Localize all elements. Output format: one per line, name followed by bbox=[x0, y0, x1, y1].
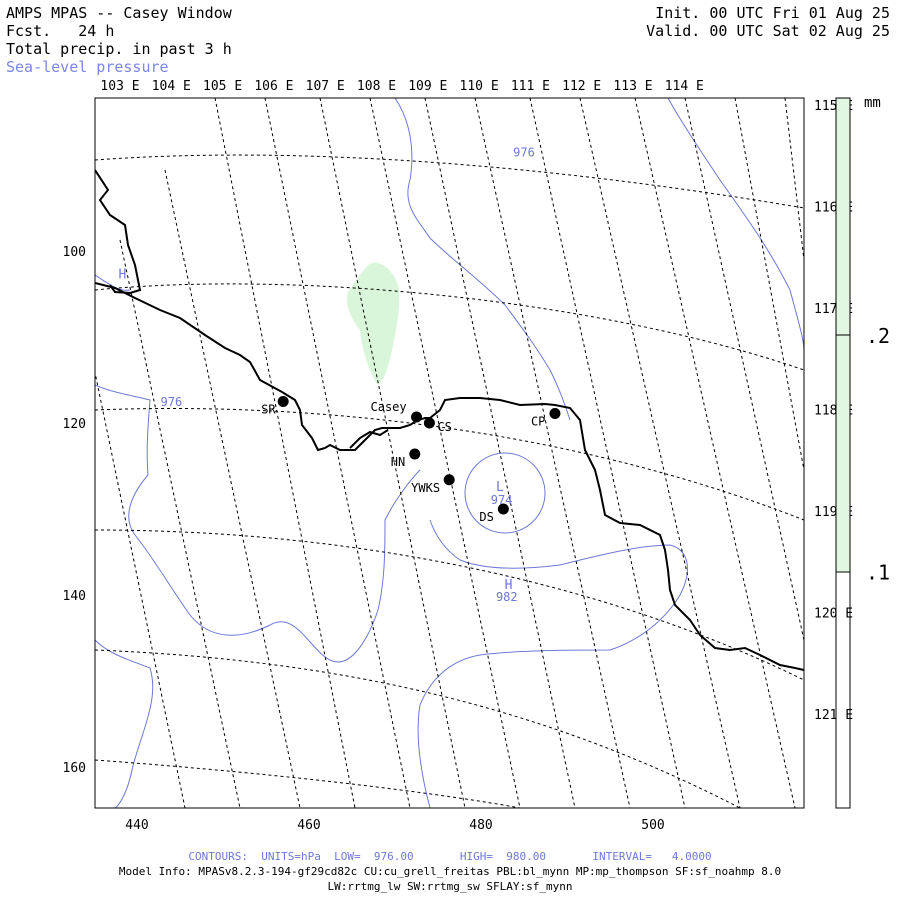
station-label: CP bbox=[531, 415, 545, 429]
station-marker bbox=[277, 396, 289, 407]
forecast-hour: Fcst. 24 h bbox=[6, 22, 115, 40]
init-time: Init. 00 UTC Fri 01 Aug 25 bbox=[655, 4, 890, 22]
station-label: CS bbox=[437, 420, 451, 434]
overlay-name: Sea-level pressure bbox=[6, 58, 169, 76]
colorbar-label: .1 bbox=[866, 560, 890, 584]
top-lon-label: 112 E bbox=[562, 79, 601, 94]
contour-label: 976 bbox=[513, 145, 535, 159]
pressure-centers: H L H bbox=[118, 268, 512, 593]
contour-info: CONTOURS: UNITS=hPa LOW= 976.00 HIGH= 98… bbox=[188, 850, 712, 863]
station-marker bbox=[549, 408, 561, 420]
x-axis-ticks: 440 460 480 500 bbox=[125, 818, 664, 833]
station-label: YWKS bbox=[411, 481, 440, 495]
top-lon-label: 104 E bbox=[152, 79, 191, 94]
x-tick-label: 440 bbox=[125, 818, 148, 833]
top-lon-label: 107 E bbox=[306, 79, 345, 94]
header-right: Init. 00 UTC Fri 01 Aug 25 Valid. 00 UTC … bbox=[646, 4, 890, 40]
slp-contours bbox=[95, 98, 804, 808]
contour-label: 976 bbox=[161, 395, 183, 409]
contour-label: 974 bbox=[491, 493, 513, 507]
precip-shading bbox=[346, 262, 400, 385]
contour-label: 982 bbox=[496, 590, 518, 604]
graticule bbox=[95, 98, 804, 808]
right-lon-label: 121 E bbox=[814, 708, 853, 723]
pressure-center-label: H bbox=[505, 578, 513, 593]
station-label: Casey bbox=[371, 400, 407, 414]
x-tick-label: 500 bbox=[641, 818, 664, 833]
model-info-line-1: Model Info: MPASv8.2.3-194-gf29cd82c CU:… bbox=[118, 865, 782, 878]
pressure-center-label: L bbox=[496, 480, 504, 495]
right-lon-label: 120 E bbox=[814, 607, 853, 622]
map-frame bbox=[94, 97, 805, 809]
contour-labels: 976 976 974 982 bbox=[161, 145, 535, 604]
y-tick-label: 100 bbox=[63, 245, 86, 260]
colorbar-frame bbox=[835, 97, 851, 809]
top-lon-label: 109 E bbox=[408, 79, 447, 94]
colorbar: mm .2 .1 bbox=[835, 95, 890, 809]
y-axis-ticks: 100 120 140 160 bbox=[63, 245, 86, 776]
top-lon-label: 103 E bbox=[100, 79, 139, 94]
pressure-center-label: H bbox=[118, 268, 126, 283]
top-lon-label: 105 E bbox=[203, 79, 242, 94]
station-label: SR bbox=[261, 403, 276, 417]
station-label: DS bbox=[479, 510, 493, 524]
coastline bbox=[95, 169, 804, 671]
top-lon-label: 113 E bbox=[613, 79, 652, 94]
valid-time: Valid. 00 UTC Sat 02 Aug 25 bbox=[646, 22, 890, 40]
y-tick-label: 140 bbox=[63, 589, 86, 604]
station-marker bbox=[497, 503, 509, 515]
header-left: AMPS MPAS -- Casey Window Fcst. 24 h Total… bbox=[6, 4, 232, 76]
colorbar-unit: mm bbox=[864, 95, 881, 111]
station-label: HN bbox=[391, 455, 405, 469]
top-lon-label: 106 E bbox=[254, 79, 293, 94]
x-tick-label: 460 bbox=[297, 818, 320, 833]
map-title: AMPS MPAS -- Casey Window bbox=[6, 4, 232, 22]
top-lon-label: 110 E bbox=[460, 79, 499, 94]
stations: SR Casey CS HN YWKS DS CP bbox=[261, 396, 561, 524]
top-lon-label: 114 E bbox=[665, 79, 704, 94]
station-marker bbox=[443, 474, 455, 486]
y-tick-label: 160 bbox=[63, 761, 86, 776]
y-tick-label: 120 bbox=[63, 417, 86, 432]
x-tick-label: 480 bbox=[469, 818, 492, 833]
top-lon-label: 108 E bbox=[357, 79, 396, 94]
top-lon-label: 111 E bbox=[511, 79, 550, 94]
model-info-line-2: LW:rrtmg_lw SW:rrtmg_sw SFLAY:sf_mynn bbox=[327, 880, 573, 893]
station-marker bbox=[409, 448, 421, 460]
station-marker bbox=[411, 411, 422, 423]
field-name: Total precip. in past 3 h bbox=[6, 40, 232, 58]
station-marker bbox=[423, 417, 435, 429]
colorbar-labels: .2 .1 bbox=[866, 324, 890, 585]
top-longitude-labels: 103 E 104 E 105 E 106 E 107 E 108 E 109 E 110 E… bbox=[100, 79, 703, 94]
colorbar-label: .2 bbox=[866, 324, 890, 348]
